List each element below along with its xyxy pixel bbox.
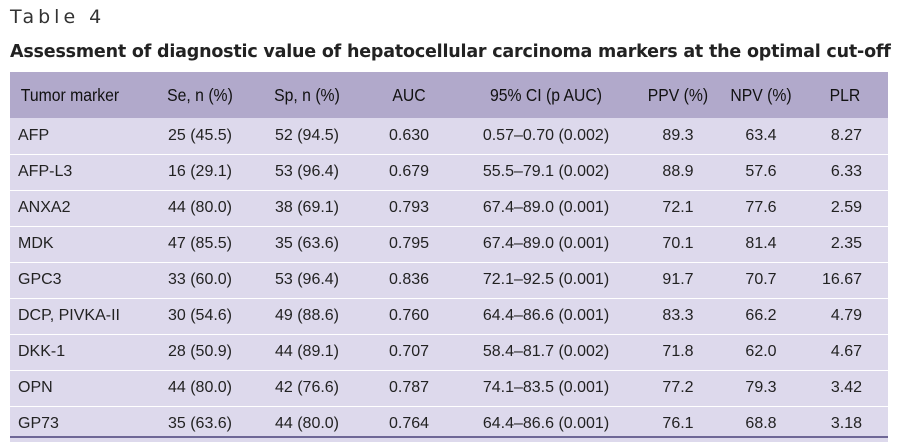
cell-ppv: 70.1	[662, 235, 694, 252]
cell-auc: 0.679	[388, 163, 430, 180]
cell-tumor-marker: OPN	[18, 379, 53, 396]
cell-specificity: 35 (63.6)	[274, 235, 340, 252]
cell-plr: 6.33	[830, 163, 862, 180]
cell-tumor-marker: DKK-1	[18, 343, 66, 360]
table-row: GPC3 33 (60.0) 53 (96.4) 0.836 72.1–92.5 (0.…	[10, 262, 888, 298]
cell-npv: 70.7	[745, 271, 777, 288]
cell-sensitivity: 30 (54.6)	[167, 307, 233, 324]
table-row: AFP 25 (45.5) 52 (94.5) 0.630 0.57–0.70 (0.0…	[10, 118, 888, 154]
cell-sensitivity: 25 (45.5)	[167, 126, 233, 144]
table-row: DKK-1 28 (50.9) 44 (89.1) 0.707 58.4–81.7 (0…	[10, 334, 888, 370]
header-tumor-marker: Tumor marker	[20, 84, 120, 105]
cell-tumor-marker: DCP, PIVKA-II	[18, 307, 120, 324]
cell-auc: 0.764	[388, 415, 430, 433]
cell-sensitivity: 44 (80.0)	[167, 199, 233, 216]
header-confidence-interval: 95% CI (p AUC)	[489, 84, 603, 105]
cell-auc: 0.836	[388, 271, 430, 288]
marker-assessment-table: Tumor marker Se, n (%) Sp, n (%) AUC 95%…	[10, 72, 888, 442]
cell-ppv: 77.2	[662, 379, 694, 396]
cell-npv: 63.4	[745, 126, 777, 144]
cell-confidence-interval: 55.5–79.1 (0.002)	[482, 163, 610, 180]
table-title: Assessment of diagnostic value of hepato…	[10, 42, 891, 62]
cell-plr: 4.79	[830, 307, 862, 324]
cell-tumor-marker: GP73	[18, 415, 59, 433]
cell-plr: 2.59	[830, 199, 862, 216]
cell-specificity: 52 (94.5)	[274, 126, 340, 144]
table-row: OPN 44 (80.0) 42 (76.6) 0.787 74.1–83.5 (0.0…	[10, 370, 888, 406]
header-ppv: PPV (%)	[647, 84, 709, 105]
cell-ppv: 72.1	[662, 199, 694, 216]
cell-npv: 81.4	[745, 235, 777, 252]
cell-specificity: 44 (80.0)	[274, 415, 340, 433]
cell-sensitivity: 35 (63.6)	[167, 415, 233, 433]
header-specificity: Sp, n (%)	[274, 84, 340, 105]
cell-specificity: 38 (69.1)	[274, 199, 340, 216]
cell-tumor-marker: GPC3	[18, 271, 62, 288]
cell-plr: 2.35	[830, 235, 862, 252]
cell-ppv: 76.1	[662, 415, 694, 433]
cell-auc: 0.795	[388, 235, 430, 252]
cell-auc: 0.760	[388, 307, 430, 324]
header-plr: PLR	[829, 84, 861, 105]
table-bottom-rule	[10, 436, 888, 438]
cell-sensitivity: 28 (50.9)	[167, 343, 233, 360]
cell-confidence-interval: 58.4–81.7 (0.002)	[482, 343, 610, 360]
cell-npv: 79.3	[745, 379, 777, 396]
cell-specificity: 44 (89.1)	[274, 343, 340, 360]
cell-tumor-marker: AFP-L3	[18, 163, 73, 180]
cell-auc: 0.793	[388, 199, 430, 216]
cell-confidence-interval: 67.4–89.0 (0.001)	[482, 199, 610, 216]
cell-confidence-interval: 0.57–0.70 (0.002)	[482, 126, 610, 144]
table-header-row: Tumor marker Se, n (%) Sp, n (%) AUC 95%…	[10, 72, 888, 118]
table-row: MDK 47 (85.5) 35 (63.6) 0.795 67.4–89.0 (0.0…	[10, 226, 888, 262]
cell-ppv: 71.8	[662, 343, 694, 360]
cell-specificity: 42 (76.6)	[274, 379, 340, 396]
cell-confidence-interval: 72.1–92.5 (0.001)	[482, 271, 610, 288]
cell-auc: 0.707	[388, 343, 430, 360]
cell-tumor-marker: ANXA2	[18, 199, 71, 216]
cell-sensitivity: 33 (60.0)	[167, 271, 233, 288]
cell-auc: 0.630	[388, 126, 430, 144]
cell-confidence-interval: 74.1–83.5 (0.001)	[482, 379, 610, 396]
cell-auc: 0.787	[388, 379, 430, 396]
table-row: AFP-L3 16 (29.1) 53 (96.4) 0.679 55.5–79.1 (…	[10, 154, 888, 190]
cell-plr: 16.67	[821, 271, 862, 288]
cell-plr: 3.18	[830, 415, 862, 433]
cell-specificity: 49 (88.6)	[274, 307, 340, 324]
cell-tumor-marker: AFP	[18, 126, 50, 144]
cell-sensitivity: 44 (80.0)	[167, 379, 233, 396]
cell-ppv: 83.3	[662, 307, 694, 324]
cell-npv: 66.2	[745, 307, 777, 324]
header-npv: NPV (%)	[730, 84, 792, 105]
cell-plr: 3.42	[830, 379, 862, 396]
header-sensitivity: Se, n (%)	[167, 84, 233, 105]
cell-sensitivity: 47 (85.5)	[167, 235, 233, 252]
cell-npv: 77.6	[745, 199, 777, 216]
cell-specificity: 53 (96.4)	[274, 271, 340, 288]
cell-specificity: 53 (96.4)	[274, 163, 340, 180]
header-auc: AUC	[392, 84, 426, 105]
cell-plr: 4.67	[830, 343, 862, 360]
table-number-label: Table 4	[10, 6, 106, 28]
cell-tumor-marker: MDK	[18, 235, 54, 252]
cell-confidence-interval: 64.4–86.6 (0.001)	[482, 307, 610, 324]
cell-ppv: 91.7	[662, 271, 694, 288]
cell-confidence-interval: 64.4–86.6 (0.001)	[482, 415, 610, 433]
cell-sensitivity: 16 (29.1)	[167, 163, 233, 180]
cell-npv: 68.8	[745, 415, 777, 433]
cell-ppv: 88.9	[662, 163, 694, 180]
cell-npv: 57.6	[745, 163, 777, 180]
cell-npv: 62.0	[745, 343, 777, 360]
table-row: DCP, PIVKA-II 30 (54.6) 49 (88.6) 0.760 64.4…	[10, 298, 888, 334]
table-body: AFP 25 (45.5) 52 (94.5) 0.630 0.57–0.70 (0.0…	[10, 118, 888, 442]
cell-plr: 8.27	[830, 126, 862, 144]
cell-confidence-interval: 67.4–89.0 (0.001)	[482, 235, 610, 252]
table-row: ANXA2 44 (80.0) 38 (69.1) 0.793 67.4–89.0 (0…	[10, 190, 888, 226]
cell-ppv: 89.3	[662, 126, 694, 144]
